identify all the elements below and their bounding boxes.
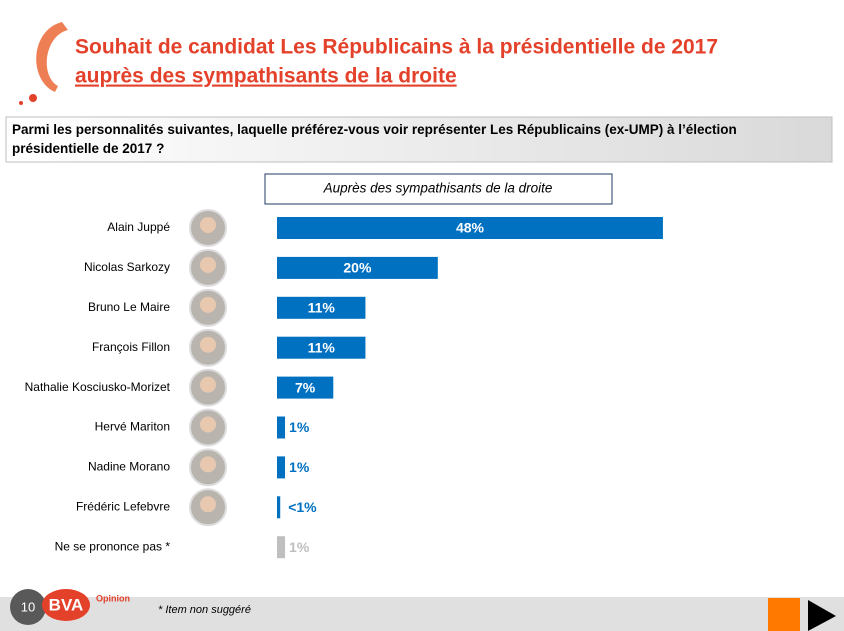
value-label: 48%	[456, 220, 485, 236]
bar	[277, 336, 366, 359]
decor-dot	[19, 101, 23, 105]
page-number: 10	[21, 599, 35, 614]
decor-dot	[29, 94, 37, 102]
category-label: Nicolas Sarkozy	[84, 260, 170, 274]
question-wrap: Parmi les personnalités suivantes, laque…	[12, 122, 737, 156]
photo-face	[200, 456, 216, 473]
value-label: 1%	[289, 419, 310, 435]
value-label: 11%	[308, 339, 336, 355]
category-label: Ne se prononce pas *	[55, 539, 171, 553]
bar	[277, 376, 334, 399]
photo-face	[200, 376, 216, 393]
category-label: Nathalie Kosciusko-Morizet	[25, 380, 171, 394]
bar	[277, 496, 281, 519]
category-label: Bruno Le Maire	[88, 300, 170, 314]
bar	[277, 416, 286, 439]
value-label: 7%	[295, 379, 316, 395]
bar	[277, 256, 438, 279]
footer-band	[0, 597, 844, 631]
partner-logo-2	[808, 600, 836, 631]
partner-logo	[768, 598, 800, 631]
bar	[277, 217, 663, 239]
brand: BVA	[49, 595, 84, 614]
bar	[277, 536, 286, 559]
bar	[277, 456, 286, 479]
category-label: Hervé Mariton	[95, 420, 170, 434]
series-label: Auprès des sympathisants de la droite	[323, 181, 553, 196]
photo-face	[200, 336, 216, 353]
value-label: <1%	[288, 499, 317, 515]
photo-face	[200, 296, 216, 313]
question: Parmi les personnalités suivantes, laque…	[12, 122, 737, 156]
category-label: Nadine Morano	[88, 460, 170, 474]
series-box	[264, 173, 613, 205]
photo-face	[200, 256, 216, 273]
photo-face	[200, 496, 216, 513]
category-label: François Fillon	[92, 340, 170, 354]
value-label: 1%	[289, 539, 310, 555]
decor-arc	[36, 22, 68, 92]
brand-tag: Opinion	[96, 593, 130, 603]
category-label: Frédéric Lefebvre	[76, 499, 170, 513]
value-label: 20%	[343, 260, 372, 276]
value-label: 1%	[289, 459, 310, 475]
bar	[277, 296, 366, 319]
brand-logo	[42, 589, 90, 621]
subtitle: auprès des sympathisants de la droite	[75, 65, 457, 88]
category-label: Alain Juppé	[107, 220, 170, 234]
question-box	[5, 116, 833, 163]
page-badge	[10, 589, 46, 625]
footnote: * Item non suggéré	[158, 604, 251, 616]
value-label: 11%	[308, 300, 336, 316]
photo-face	[200, 416, 216, 433]
title: Souhait de candidat Les Républicains à l…	[75, 36, 718, 59]
photo-face	[200, 217, 216, 233]
